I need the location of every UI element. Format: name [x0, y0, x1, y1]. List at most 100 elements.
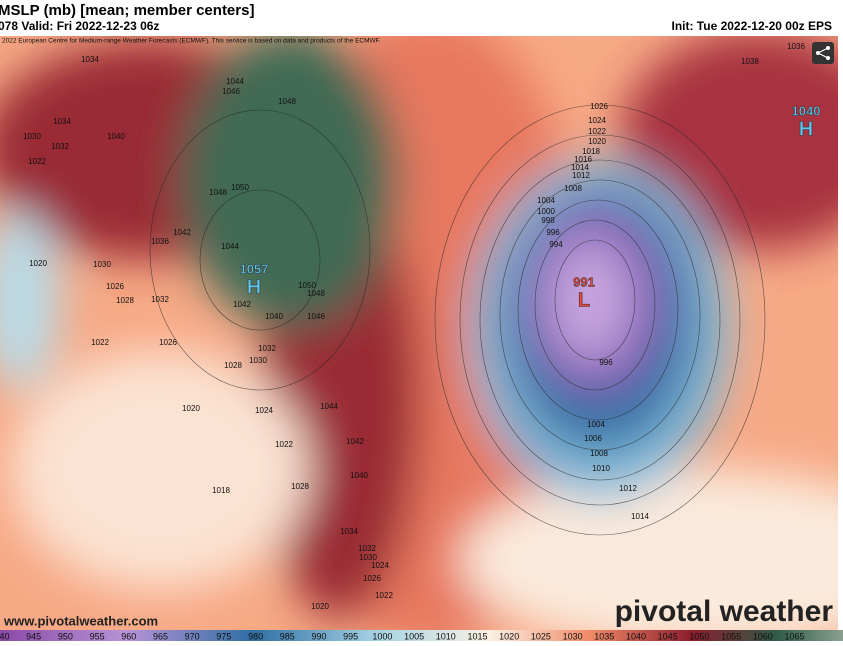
isobar-label: 1020 — [182, 404, 200, 413]
center-letter: L — [578, 289, 590, 311]
isobar-label: 1024 — [588, 116, 606, 125]
colorbar-tick: 1005 — [404, 631, 424, 641]
isobar-label: 1012 — [572, 171, 590, 180]
colorbar-tick: 1040 — [626, 631, 646, 641]
colorbar-tick: 940 — [0, 631, 10, 641]
isobar-label: 1022 — [375, 591, 393, 600]
isobar-label: 1046 — [222, 87, 240, 96]
isobar-label: 1024 — [255, 406, 273, 415]
isobar-label: 1004 — [587, 420, 605, 429]
colorbar-tick: 1000 — [372, 631, 392, 641]
isobar-label: 1000 — [537, 207, 555, 216]
isobar-label: 1040 — [107, 132, 125, 141]
isobar-label: 1012 — [619, 484, 637, 493]
isobar-label: 1020 — [588, 137, 606, 146]
isobar-label: 1020 — [311, 602, 329, 611]
colorbar-tick: 1010 — [436, 631, 456, 641]
colorbar-tick: 990 — [311, 631, 326, 641]
isobar-label: 1032 — [358, 544, 376, 553]
share-button[interactable] — [812, 42, 834, 64]
isobar-label: 1008 — [564, 184, 582, 193]
init-time: Init: Tue 2022-12-20 00z EPS — [671, 19, 832, 33]
isobar-label: 1048 — [278, 97, 296, 106]
isobar-label: 1008 — [590, 449, 608, 458]
isobar-label: 1048 — [209, 188, 227, 197]
isobar-label: 1034 — [81, 55, 99, 64]
isobar-label: 1020 — [29, 259, 47, 268]
colorbar-tick: 960 — [121, 631, 136, 641]
colorbar-tick: 1020 — [499, 631, 519, 641]
colorbar-tick: 995 — [343, 631, 358, 641]
isobar-label: 1006 — [584, 434, 602, 443]
center-value: 1040 — [792, 103, 821, 118]
colorbar-tick: 975 — [216, 631, 231, 641]
isobar-label: 1038 — [741, 57, 759, 66]
colorbar-tick: 945 — [26, 631, 41, 641]
center-letter: H — [247, 276, 261, 298]
isobar-label: 1030 — [23, 132, 41, 141]
colorbar-tick: 950 — [58, 631, 73, 641]
isobar-label: 1034 — [53, 117, 71, 126]
isobar-label: 1032 — [258, 344, 276, 353]
logo: pivotal weather — [615, 595, 834, 628]
center-value: 991 — [573, 274, 595, 289]
isobar-label: 1028 — [224, 361, 242, 370]
isobar-label: 1034 — [340, 527, 358, 536]
isobar-label: 1042 — [173, 228, 191, 237]
isobar-label: 1004 — [537, 196, 555, 205]
isobar-label: 1048 — [307, 289, 325, 298]
isobar-label: 1044 — [226, 77, 244, 86]
isobar-label: 996 — [599, 358, 613, 367]
isobar-label: 1016 — [574, 155, 592, 164]
isobar-label: 1040 — [265, 312, 283, 321]
colorbar-tick: 965 — [153, 631, 168, 641]
colorbar-tick: 980 — [248, 631, 263, 641]
isobar-label: 1042 — [233, 300, 251, 309]
isobar-label: 1036 — [151, 237, 169, 246]
url: www.pivotalweather.com — [3, 613, 158, 628]
colorbar-tick: 1055 — [721, 631, 741, 641]
colorbar-tick: 970 — [185, 631, 200, 641]
isobar-label: 1050 — [231, 183, 249, 192]
isobar-label: 1024 — [371, 561, 389, 570]
colorbar-tick: 1060 — [753, 631, 773, 641]
isobar-label: 1044 — [320, 402, 338, 411]
isobar-label: 1032 — [151, 295, 169, 304]
isobar-label: 1026 — [159, 338, 177, 347]
isobar-label: 1028 — [116, 296, 134, 305]
isobar-label: 1050 — [298, 281, 316, 290]
isobar-label: 1010 — [592, 464, 610, 473]
center-letter: H — [799, 118, 813, 140]
isobar-label: 1022 — [28, 157, 46, 166]
colorbar-tick: 1065 — [784, 631, 804, 641]
isobar-label: 1030 — [93, 260, 111, 269]
colorbar-tick: 1035 — [594, 631, 614, 641]
isobar-label: 1018 — [582, 147, 600, 156]
colorbar-tick: 1025 — [531, 631, 551, 641]
isobar-label: 1032 — [51, 142, 69, 151]
isobar-label: 1046 — [307, 312, 325, 321]
colorbar-tick: 1050 — [689, 631, 709, 641]
credit: 2022 European Centre for Medium-range We… — [2, 38, 381, 45]
isobar-label: 1022 — [588, 127, 606, 136]
isobar-label: 1014 — [631, 512, 649, 521]
isobar-label: 994 — [549, 240, 563, 249]
center-value: 1057 — [240, 261, 269, 276]
colorbar-tick: 1030 — [563, 631, 583, 641]
isobar-label: 1026 — [106, 282, 124, 291]
isobar-label: 1014 — [571, 163, 589, 172]
isobar-label: 1030 — [249, 356, 267, 365]
isobar-label: 1022 — [91, 338, 109, 347]
isobar-label: 1036 — [787, 42, 805, 51]
isobar-label: 1042 — [346, 437, 364, 446]
isobar-label: 1040 — [350, 471, 368, 480]
colorbar-tick: 1045 — [658, 631, 678, 641]
isobar-label: 1026 — [363, 574, 381, 583]
colorbar-tick: 1015 — [467, 631, 487, 641]
colorbar-tick: 985 — [280, 631, 295, 641]
colorbar-tick: 955 — [90, 631, 105, 641]
colorbar — [0, 630, 843, 641]
isobar-label: 1022 — [275, 440, 293, 449]
